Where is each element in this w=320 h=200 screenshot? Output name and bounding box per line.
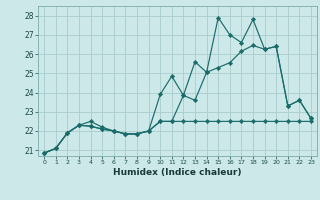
X-axis label: Humidex (Indice chaleur): Humidex (Indice chaleur) (113, 168, 242, 177)
